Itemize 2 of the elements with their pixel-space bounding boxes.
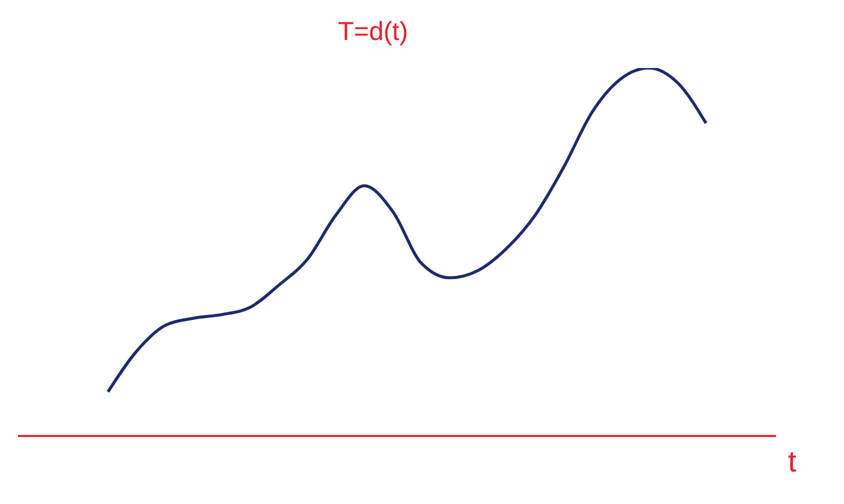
y-axis-title: T=d(t): [338, 16, 408, 47]
x-axis-title: t: [788, 446, 797, 479]
